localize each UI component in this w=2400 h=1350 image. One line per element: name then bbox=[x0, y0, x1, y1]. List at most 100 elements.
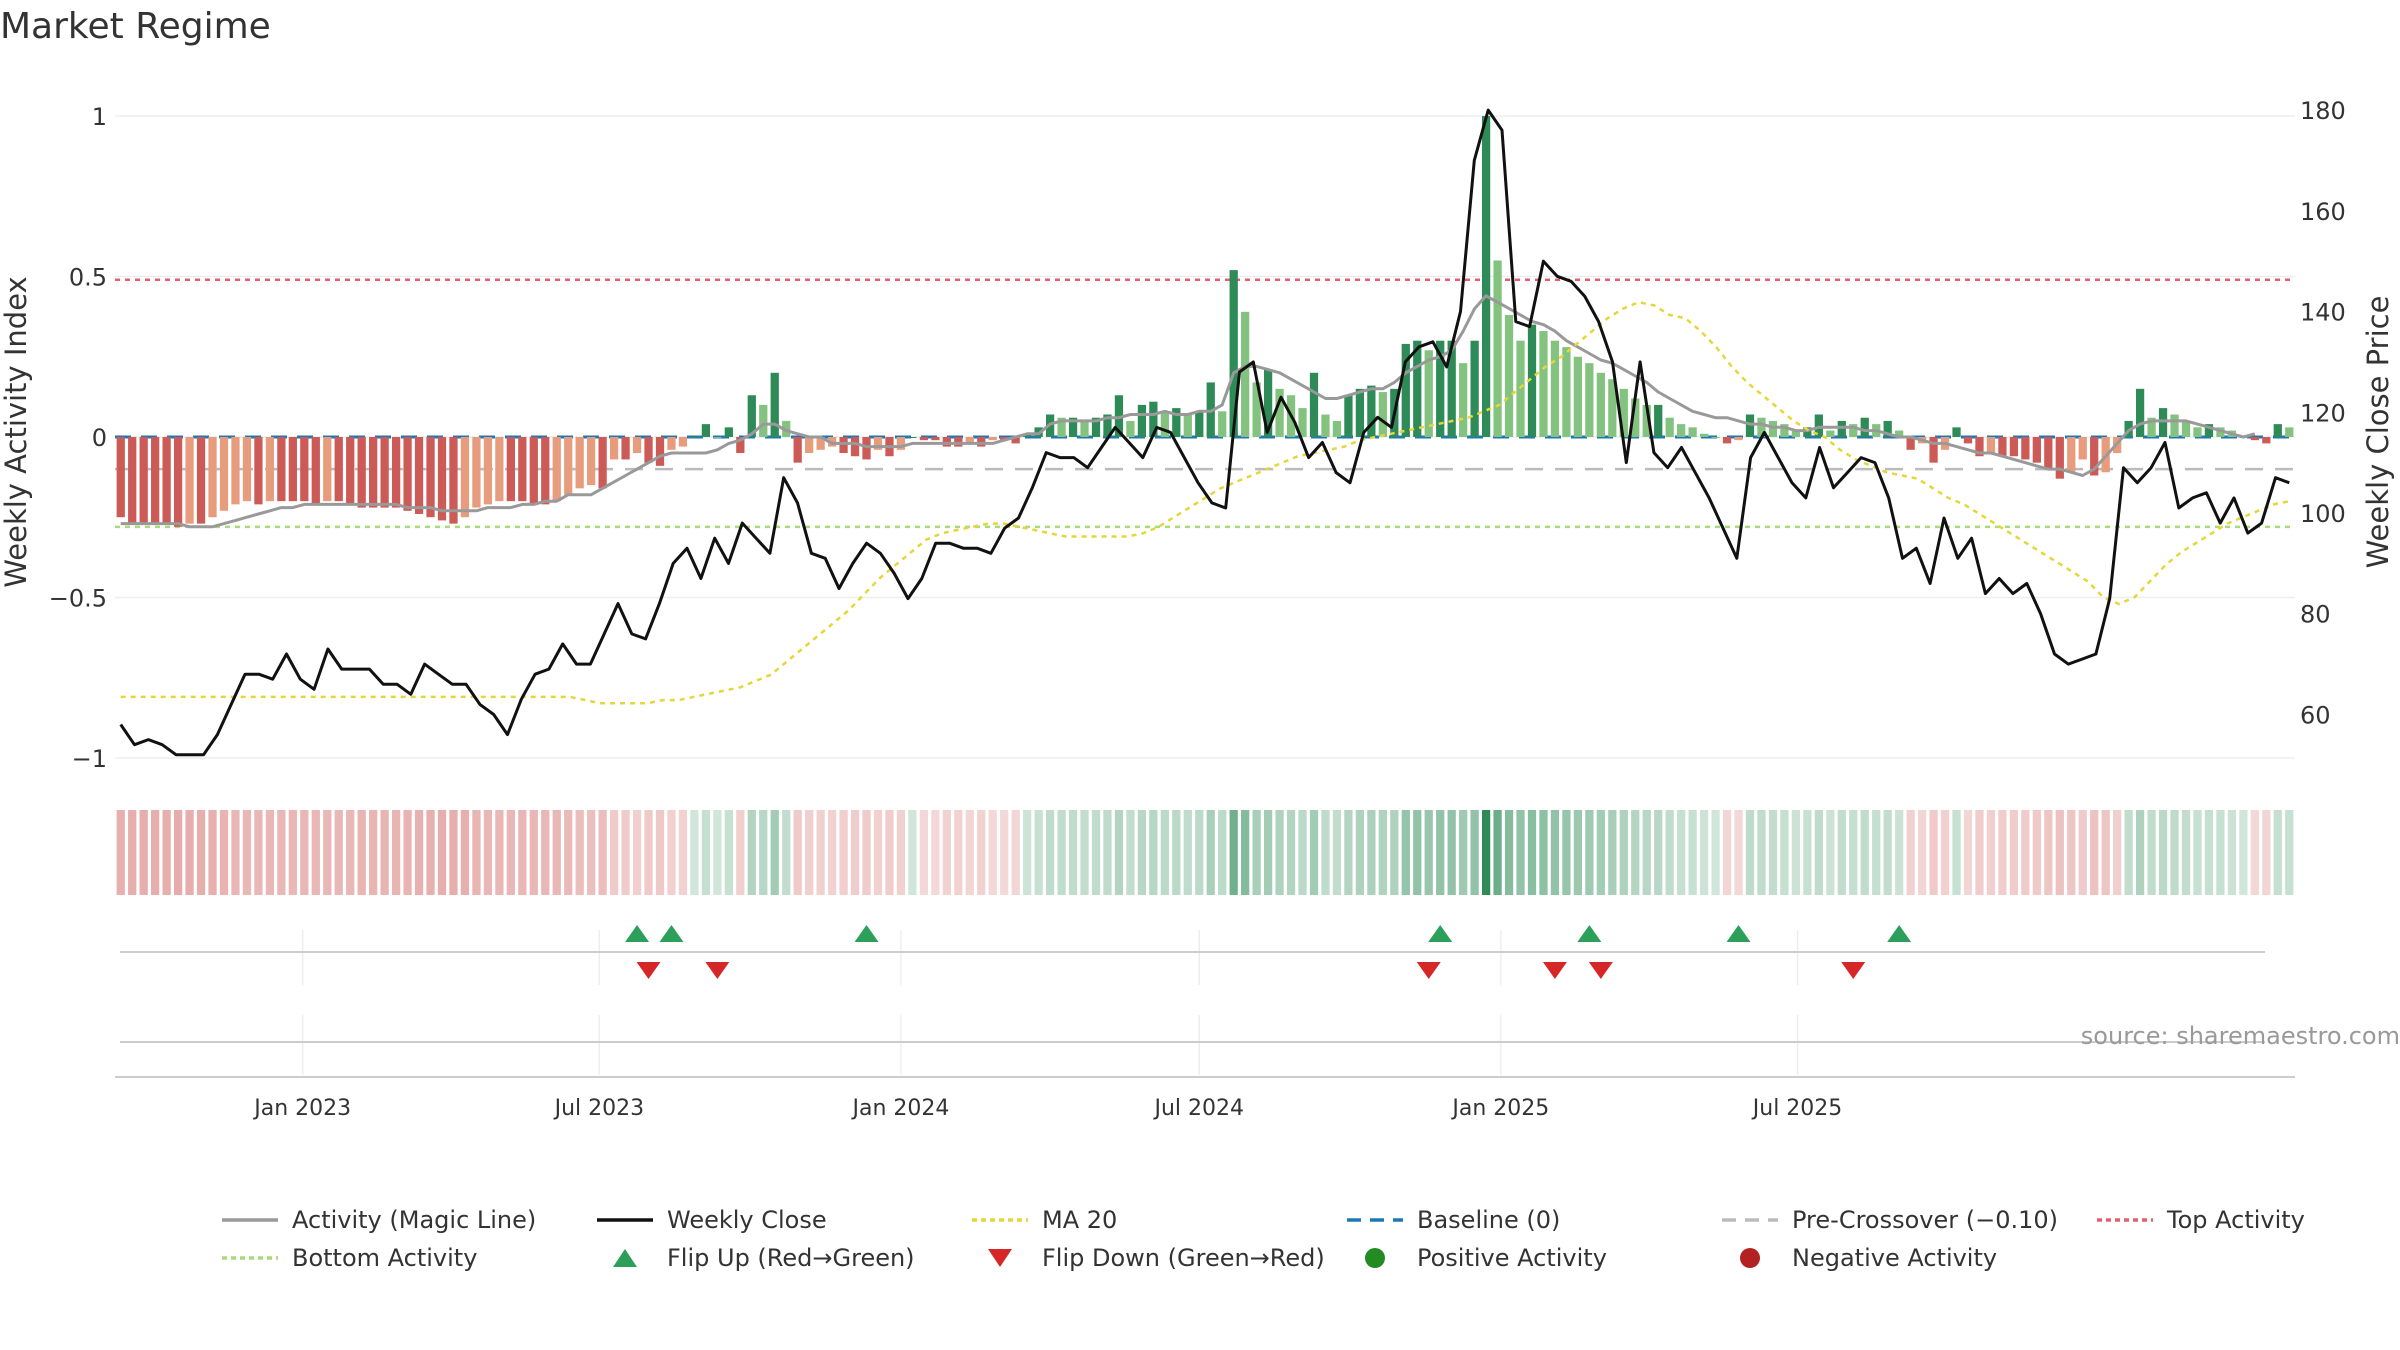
activity-bar bbox=[1275, 388, 1284, 437]
legend-swatch bbox=[1347, 1218, 1403, 1222]
regime-cell bbox=[644, 810, 653, 895]
regime-cell bbox=[139, 810, 148, 895]
activity-bar bbox=[219, 436, 229, 511]
regime-cell bbox=[1596, 810, 1605, 895]
activity-bar bbox=[2158, 408, 2168, 437]
legend-item: Flip Down (Green→Red) bbox=[970, 1243, 1325, 1273]
activity-bar bbox=[231, 436, 240, 505]
activity-bar bbox=[1654, 404, 1663, 437]
activity-bar bbox=[2250, 436, 2259, 441]
legend-label: Weekly Close bbox=[667, 1206, 827, 1234]
activity-bar bbox=[1481, 116, 1491, 437]
regime-cell bbox=[483, 810, 493, 895]
legend-item: Weekly Close bbox=[595, 1205, 827, 1235]
regime-cell bbox=[1722, 810, 1732, 895]
regime-cell bbox=[873, 810, 883, 895]
regime-cell bbox=[839, 810, 848, 895]
activity-bar bbox=[1722, 436, 1732, 444]
activity-bar bbox=[931, 436, 940, 441]
regime-cell bbox=[1309, 810, 1319, 895]
regime-cell bbox=[1573, 810, 1583, 895]
regime-cell bbox=[885, 810, 894, 895]
activity-bar bbox=[1619, 388, 1628, 437]
x-tick-label: Jul 2023 bbox=[553, 1096, 645, 1121]
regime-cell bbox=[1688, 810, 1697, 895]
activity-bar bbox=[1459, 363, 1468, 437]
activity-bar bbox=[1952, 427, 1961, 437]
regime-cell bbox=[782, 810, 791, 895]
flip-down-marker bbox=[636, 962, 661, 979]
regime-cell bbox=[1642, 810, 1651, 895]
regime-cell bbox=[1780, 810, 1789, 895]
activity-bar bbox=[265, 436, 275, 502]
activity-bar bbox=[862, 436, 871, 460]
activity-bar bbox=[1699, 433, 1709, 437]
activity-bar bbox=[1814, 414, 1823, 437]
regime-cell bbox=[1401, 810, 1410, 895]
regime-cell bbox=[277, 810, 286, 895]
regime-cell bbox=[1172, 810, 1181, 895]
activity-bar bbox=[1103, 414, 1112, 437]
ma20-line bbox=[120, 300, 2290, 705]
legend-swatch bbox=[972, 1218, 1028, 1222]
regime-cell bbox=[391, 810, 401, 895]
regime-cell bbox=[1562, 810, 1571, 895]
chart-title: Market Regime bbox=[0, 6, 271, 47]
regime-cell bbox=[793, 810, 802, 895]
regime-cell bbox=[850, 810, 860, 895]
y-right-tick-label: 140 bbox=[2300, 299, 2346, 327]
activity-bar bbox=[1424, 350, 1433, 437]
legend-label: Pre-Crossover (−0.10) bbox=[1792, 1206, 2059, 1234]
activity-bar bbox=[369, 436, 378, 508]
regime-cell bbox=[1459, 810, 1468, 895]
regime-cell bbox=[1413, 810, 1422, 895]
activity-bar bbox=[1241, 311, 1250, 437]
flip-up-marker bbox=[1887, 925, 1912, 942]
activity-bar bbox=[2135, 388, 2145, 437]
activity-bar bbox=[242, 436, 252, 502]
activity-bar bbox=[644, 436, 653, 463]
regime-cell bbox=[621, 810, 630, 895]
activity-bar bbox=[793, 436, 802, 463]
regime-cell bbox=[151, 810, 160, 895]
y-right-tick-label: 100 bbox=[2300, 500, 2346, 528]
regime-cell bbox=[1768, 810, 1778, 895]
legend-item: Activity (Magic Line) bbox=[220, 1205, 536, 1235]
activity-bar bbox=[621, 436, 630, 460]
regime-cell bbox=[1137, 810, 1147, 895]
regime-cell bbox=[713, 810, 722, 895]
activity-bar bbox=[1849, 424, 1858, 437]
regime-cell bbox=[575, 810, 584, 895]
regime-cell bbox=[460, 810, 470, 895]
regime-cell bbox=[196, 810, 206, 895]
regime-cell bbox=[1298, 810, 1307, 895]
regime-cell bbox=[541, 810, 550, 895]
activity-bar bbox=[1585, 363, 1594, 437]
activity-bar bbox=[1780, 424, 1789, 437]
flip-down-marker bbox=[1841, 962, 1866, 979]
regime-cell bbox=[1263, 810, 1273, 895]
regime-cell bbox=[747, 810, 756, 895]
regime-cell bbox=[1826, 810, 1835, 895]
activity-bar bbox=[587, 436, 596, 486]
regime-cell bbox=[173, 810, 183, 895]
activity-bar bbox=[770, 372, 779, 437]
activity-bar bbox=[2078, 436, 2087, 460]
activity-bar bbox=[2273, 424, 2282, 437]
activity-bar bbox=[1252, 382, 1261, 437]
activity-bar bbox=[1172, 408, 1181, 437]
activity-bar bbox=[116, 436, 125, 518]
activity-bar bbox=[1332, 420, 1342, 437]
activity-bar bbox=[1367, 385, 1376, 437]
activity-bar bbox=[162, 436, 171, 524]
regime-cell bbox=[919, 810, 929, 895]
regime-cell bbox=[770, 810, 779, 895]
regime-cell bbox=[1734, 810, 1743, 895]
activity-bar bbox=[495, 436, 504, 502]
y-left-tick-label: 1 bbox=[92, 103, 107, 131]
regime-cell bbox=[1895, 810, 1904, 895]
regime-cell bbox=[724, 810, 733, 895]
regime-cell bbox=[1654, 810, 1663, 895]
activity-bar bbox=[1998, 436, 2007, 457]
regime-cell bbox=[1355, 810, 1365, 895]
